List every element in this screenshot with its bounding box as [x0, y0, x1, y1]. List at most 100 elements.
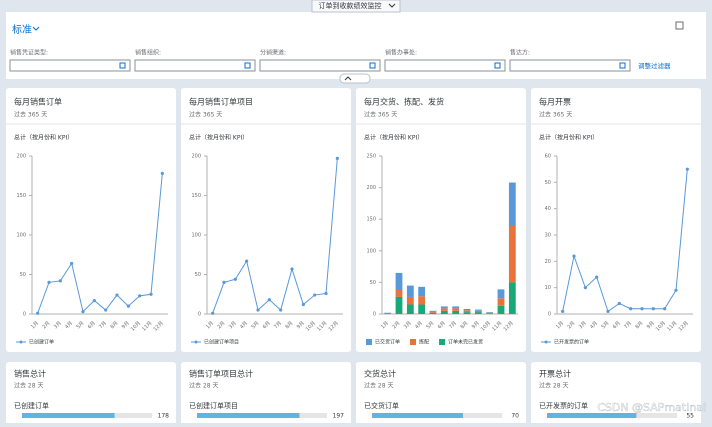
x-tick-label: 1月: [205, 320, 215, 330]
y-tick-label: 100: [366, 248, 376, 254]
x-tick-label: 7月: [448, 320, 458, 330]
filter-input[interactable]: [9, 59, 131, 72]
point: [674, 288, 678, 292]
point: [58, 279, 62, 283]
bar-segment: [463, 308, 471, 311]
x-tick-label: 4月: [64, 320, 74, 330]
axis-title: 总计（按月份和 KPI）: [14, 134, 73, 142]
x-tick-label: 8月: [459, 320, 469, 330]
point: [290, 267, 294, 271]
point: [126, 304, 130, 308]
value-help-icon: [494, 62, 501, 69]
filter-input[interactable]: [259, 59, 381, 72]
bar-segment: [395, 296, 403, 314]
kpi-title: 开票总计: [539, 369, 571, 379]
collapse-icon: [344, 76, 352, 81]
legend-swatch-dot: [194, 340, 198, 344]
bar-segment: [440, 306, 448, 309]
x-tick-label: 3月: [228, 320, 238, 330]
watermark: CSDN @SAPmatinal: [597, 401, 706, 414]
bar-segment: [508, 282, 516, 314]
axis-title: 总计（按月份和 KPI）: [189, 134, 248, 142]
point: [149, 292, 153, 296]
kpi-bar: [547, 413, 637, 418]
kpi-value: 70: [511, 413, 519, 420]
point: [606, 309, 610, 313]
variant[interactable]: 标准: [12, 24, 32, 36]
point: [651, 307, 655, 311]
kpi-subtitle: 过去 28 天: [364, 382, 393, 390]
kpi-subtitle: 过去 28 天: [14, 382, 43, 390]
x-tick-label: 7月: [273, 320, 283, 330]
point: [138, 294, 142, 298]
bar-segment: [452, 310, 460, 314]
x-tick-label: 4月: [239, 320, 249, 330]
filter-label: 销售办事处:: [385, 49, 417, 57]
y-tick-label: 200: [366, 185, 376, 191]
card-title: 每月销售订单: [14, 97, 62, 107]
bar-segment: [486, 312, 494, 314]
y-tick-label: 20: [545, 259, 551, 265]
kpi-card: [356, 362, 526, 427]
share-icon[interactable]: [675, 21, 684, 30]
y-tick-label: 50: [370, 280, 376, 286]
x-tick-label: 7月: [98, 320, 108, 330]
point: [617, 301, 621, 306]
point: [663, 307, 667, 311]
point: [301, 302, 305, 307]
bar-segment: [418, 304, 426, 314]
card-title: 每月销售订单项目: [189, 97, 253, 107]
x-tick-label: 2月: [216, 320, 226, 330]
x-tick-label: 7月: [623, 320, 633, 330]
bar-segment: [474, 309, 482, 311]
point: [335, 156, 339, 160]
filter-input[interactable]: [509, 59, 631, 72]
bar-segment: [440, 308, 448, 311]
kpi-label: 已创建订单项目: [189, 401, 238, 410]
point: [233, 277, 237, 281]
point: [92, 298, 96, 303]
y-tick-label: 40: [545, 206, 551, 212]
y-tick-label: 250: [366, 154, 376, 160]
legend-label: 拣配: [419, 339, 429, 346]
filter-input[interactable]: [384, 59, 506, 72]
variant-chevron: [32, 26, 40, 31]
y-tick-label: 200: [16, 154, 26, 160]
x-tick-label: 2月: [566, 320, 576, 330]
x-tick-label: 5月: [75, 320, 85, 330]
y-tick-label: 150: [191, 193, 201, 199]
collapse-button[interactable]: [339, 73, 371, 84]
x-tick-label: 2月: [41, 320, 51, 330]
card: [531, 88, 701, 352]
filter-label: 售达方:: [510, 49, 530, 57]
adapt-filter-link[interactable]: 调整过滤器: [638, 61, 671, 70]
kpi-card: [531, 362, 701, 427]
value-help-icon: [369, 62, 376, 69]
point: [81, 310, 85, 314]
point: [115, 293, 119, 297]
card: [6, 88, 176, 352]
y-tick-label: 0: [373, 312, 376, 318]
x-tick-label: 1月: [555, 320, 565, 330]
card-title: 每月开票: [539, 97, 571, 107]
kpi-bar: [372, 413, 463, 418]
line: [37, 173, 163, 314]
point: [70, 261, 74, 266]
header-tab[interactable]: [311, 0, 401, 13]
bar-segment: [429, 310, 437, 312]
y-tick-label: 200: [191, 154, 201, 160]
card-subtitle: 过去 365 天: [14, 111, 47, 119]
x-tick-label: 3月: [53, 320, 63, 330]
bar-segment: [452, 308, 460, 311]
kpi-label: 已创建订单: [14, 401, 49, 410]
x-tick-label: 8月: [284, 320, 294, 330]
kpi-subtitle: 过去 28 天: [189, 382, 218, 390]
bar-segment: [418, 286, 426, 297]
x-tick-label: 6月: [262, 320, 272, 330]
x-tick-label: 9月: [296, 320, 306, 330]
legend-swatch-dot: [19, 340, 23, 344]
y-tick-label: 100: [191, 233, 201, 239]
x-tick-label: 9月: [646, 320, 656, 330]
filter-input[interactable]: [134, 59, 256, 72]
bar-segment: [463, 312, 471, 314]
